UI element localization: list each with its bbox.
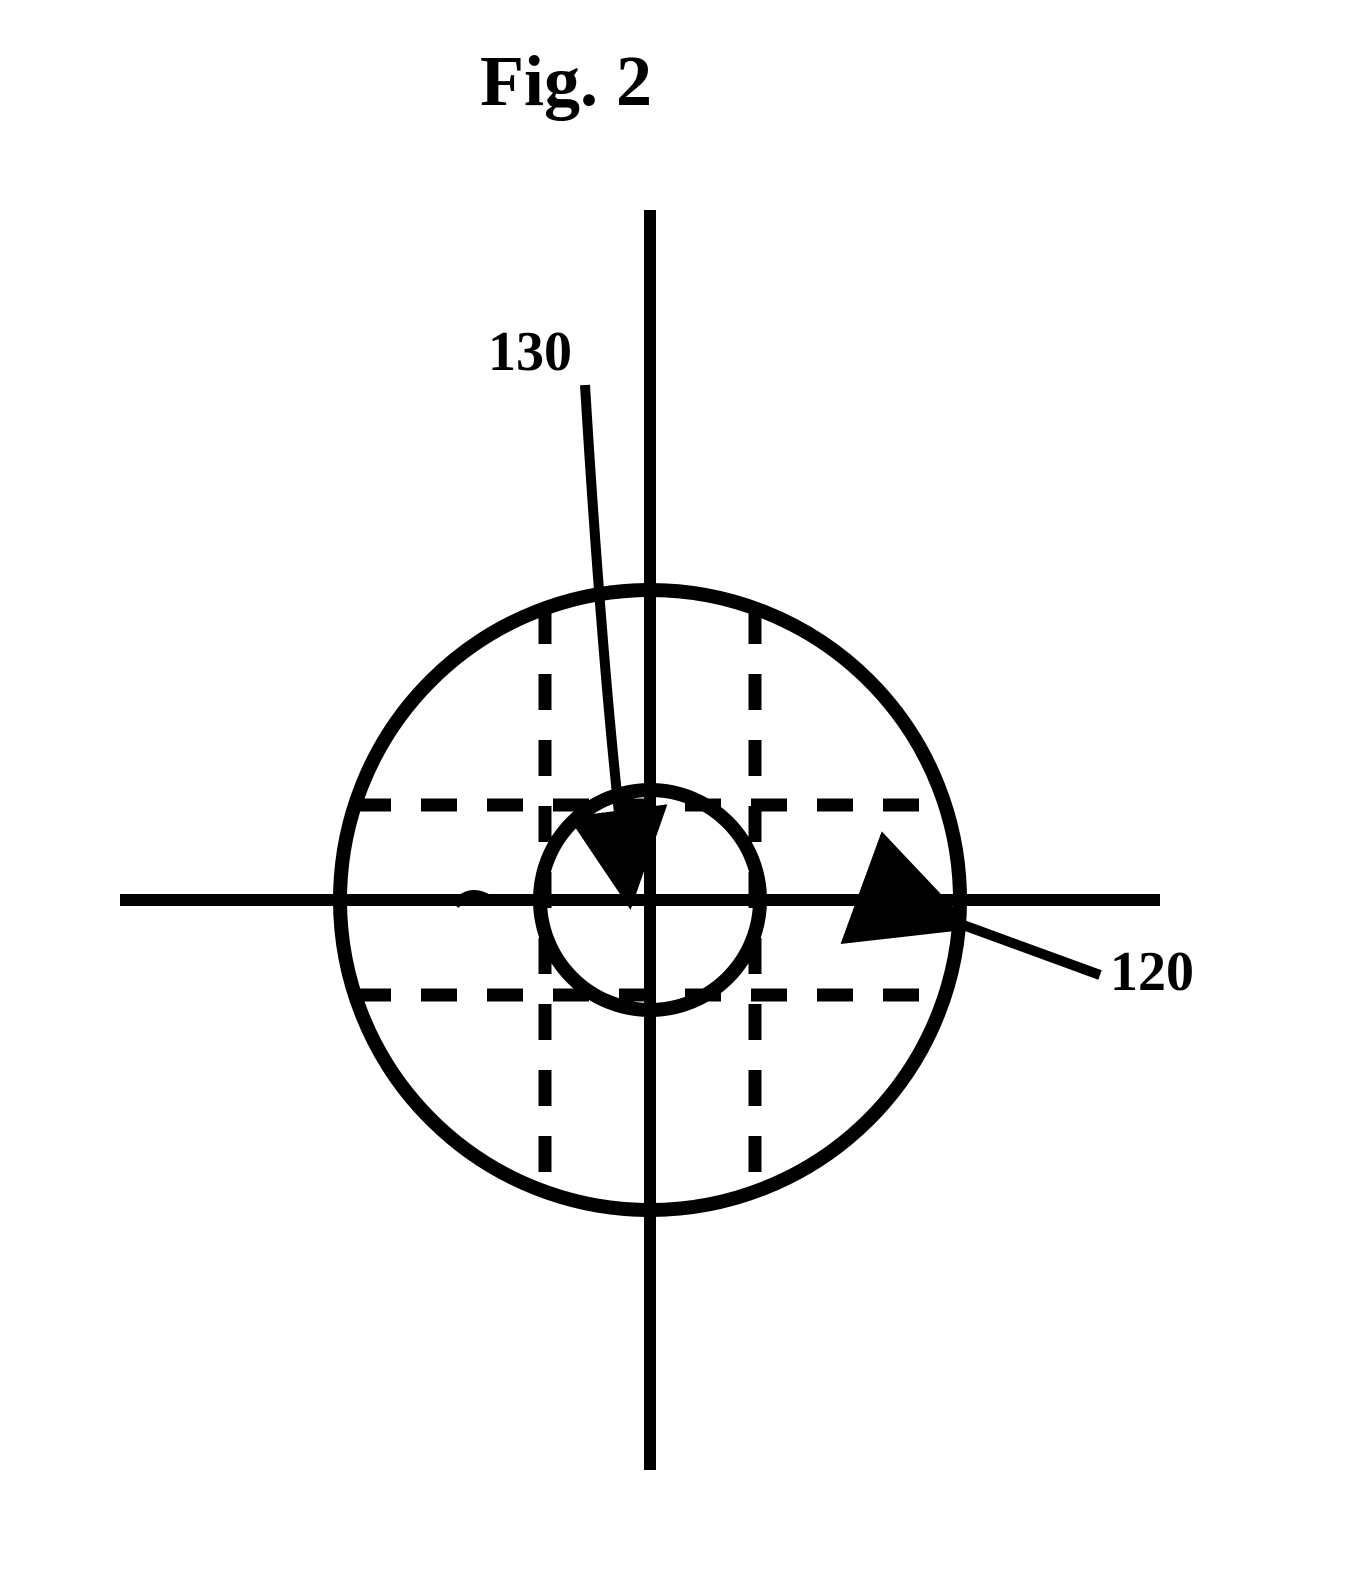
- label-120: 120: [1110, 940, 1194, 1004]
- leader-120: [955, 922, 1100, 975]
- figure-svg: [0, 0, 1357, 1583]
- figure-page: Fig. 2 130 120: [0, 0, 1357, 1583]
- diagram-group: [120, 210, 1160, 1470]
- label-130: 130: [488, 320, 572, 384]
- figure-title: Fig. 2: [480, 40, 652, 123]
